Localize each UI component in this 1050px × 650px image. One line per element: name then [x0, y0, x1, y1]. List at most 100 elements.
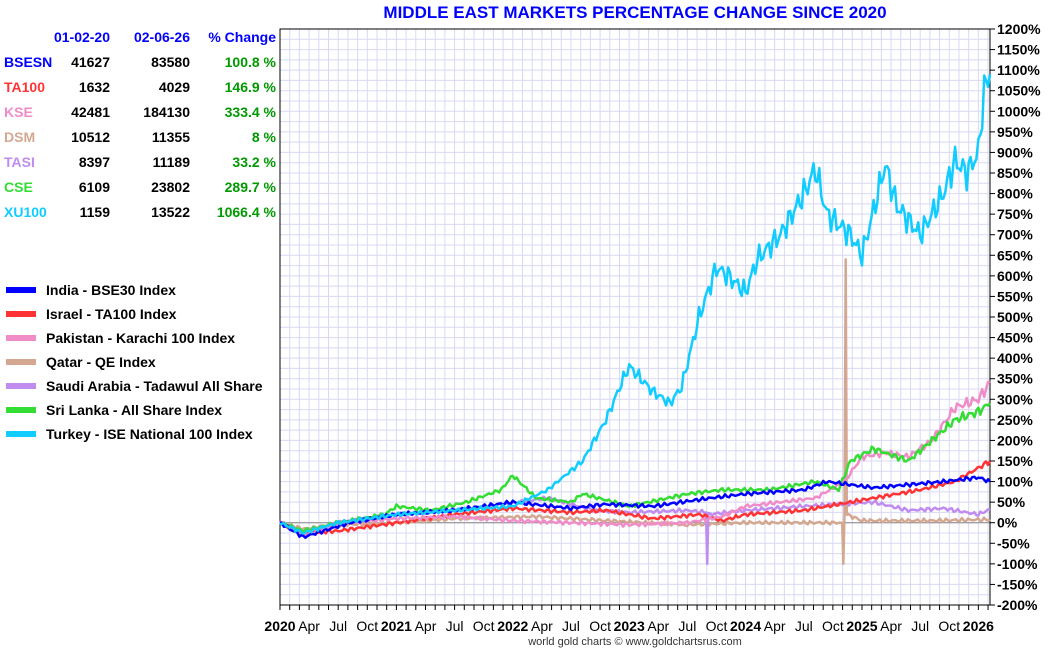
x-tick-label: Apr — [531, 618, 553, 634]
percent-change: 333.4 % — [224, 103, 276, 120]
table-header: 01-02-20 02-06-26 % Change — [4, 24, 276, 49]
x-tick-label: Apr — [764, 618, 786, 634]
y-tick-label: 350% — [997, 371, 1033, 387]
y-tick-label: 650% — [997, 247, 1033, 263]
chart-title: MIDDLE EAST MARKETS PERCENTAGE CHANGE SI… — [383, 3, 887, 22]
start-value: 41627 — [71, 53, 110, 70]
y-tick-label: -200% — [997, 597, 1038, 613]
legend-swatch — [6, 383, 36, 389]
legend-label: India - BSE30 Index — [46, 282, 176, 298]
y-tick-label: 850% — [997, 165, 1033, 181]
y-tick-label: 1100% — [997, 62, 1040, 78]
legend-label: Qatar - QE Index — [46, 354, 156, 370]
legend-swatch — [6, 311, 36, 317]
legend-label: Sri Lanka - All Share Index — [46, 402, 223, 418]
y-tick-label: 50% — [997, 494, 1026, 510]
legend-item: Qatar - QE Index — [6, 350, 263, 374]
y-tick-label: 1000% — [997, 103, 1041, 119]
symbol: BSESN — [4, 53, 53, 70]
y-tick-label: 150% — [997, 453, 1033, 469]
end-value: 184130 — [143, 103, 190, 120]
x-tick-label: 2025 — [846, 618, 877, 634]
symbol: TASI — [4, 153, 35, 170]
x-tick-label: Oct — [938, 618, 960, 634]
end-value: 83580 — [151, 53, 190, 70]
legend-item: Sri Lanka - All Share Index — [6, 398, 263, 422]
x-tick-label: Oct — [356, 618, 378, 634]
y-tick-label: 1200% — [997, 21, 1041, 37]
y-tick-label: 1150% — [997, 42, 1040, 58]
symbol: KSE — [4, 103, 33, 120]
end-value: 13522 — [151, 203, 190, 220]
y-tick-label: -150% — [997, 576, 1038, 592]
x-tick-label: 2026 — [963, 618, 994, 634]
y-tick-label: 450% — [997, 330, 1033, 346]
end-value: 23802 — [151, 178, 190, 195]
x-tick-label: Oct — [822, 618, 844, 634]
symbol: DSM — [4, 128, 36, 145]
x-tick-label: Jul — [562, 618, 580, 634]
y-tick-label: 500% — [997, 309, 1033, 325]
y-tick-label: 0% — [997, 515, 1018, 531]
y-tick-label: 600% — [997, 268, 1033, 284]
x-tick-label: Jul — [678, 618, 696, 634]
header-start-date: 01-02-20 — [53, 28, 110, 45]
x-tick-label: Jul — [446, 618, 464, 634]
legend-label: Saudi Arabia - Tadawul All Share — [46, 378, 263, 394]
percent-change: 8 % — [251, 128, 276, 145]
y-tick-label: 900% — [997, 144, 1033, 160]
x-tick-label: 2021 — [381, 618, 412, 634]
end-value: 11189 — [152, 153, 190, 170]
start-value: 8397 — [78, 153, 110, 170]
y-tick-label: 700% — [997, 227, 1033, 243]
x-tick-label: Oct — [589, 618, 611, 634]
table-row: BSESN 41627 83580 100.8 % — [4, 49, 276, 74]
y-tick-label: -100% — [997, 556, 1038, 572]
legend-swatch — [6, 359, 36, 365]
legend-item: Pakistan - Karachi 100 Index — [6, 326, 263, 350]
y-tick-label: 800% — [997, 186, 1033, 202]
percent-change: 33.2 % — [232, 153, 276, 170]
percent-change: 1066.4 % — [216, 203, 276, 220]
y-tick-label: 250% — [997, 412, 1033, 428]
legend-label: Pakistan - Karachi 100 Index — [46, 330, 236, 346]
percent-change: 289.7 % — [224, 178, 276, 195]
table-row: XU100 1159 13522 1066.4 % — [4, 199, 276, 224]
x-tick-label: Apr — [415, 618, 437, 634]
x-tick-label: 2023 — [614, 618, 645, 634]
legend-label: Israel - TA100 Index — [46, 306, 177, 322]
legend-swatch — [6, 335, 36, 341]
start-value: 10512 — [71, 128, 110, 145]
symbol: XU100 — [4, 203, 47, 220]
legend-item: India - BSE30 Index — [6, 278, 263, 302]
start-value: 1159 — [79, 203, 110, 220]
legend-item: Saudi Arabia - Tadawul All Share — [6, 374, 263, 398]
end-value: 11355 — [151, 128, 190, 145]
x-tick-label: Apr — [880, 618, 902, 634]
table-row: DSM 10512 11355 8 % — [4, 124, 276, 149]
legend-item: Israel - TA100 Index — [6, 302, 263, 326]
x-tick-label: Apr — [298, 618, 320, 634]
y-tick-label: 100% — [997, 474, 1033, 490]
x-tick-label: Jul — [795, 618, 813, 634]
credit: world gold charts © www.goldchartsrus.co… — [528, 636, 742, 648]
percent-change: 100.8 % — [224, 53, 276, 70]
y-tick-label: 950% — [997, 124, 1033, 140]
table-row: TA100 1632 4029 146.9 % — [4, 74, 276, 99]
table-row: KSE 42481 184130 333.4 % — [4, 99, 276, 124]
x-tick-label: 2020 — [264, 618, 295, 634]
y-tick-label: 550% — [997, 288, 1033, 304]
x-tick-label: Jul — [911, 618, 929, 634]
percent-change: 146.9 % — [224, 78, 276, 95]
legend-item: Turkey - ISE National 100 Index — [6, 422, 263, 446]
y-tick-label: -50% — [997, 535, 1030, 551]
legend-swatch — [6, 407, 36, 413]
x-tick-label: 2024 — [730, 618, 761, 634]
x-tick-label: 2022 — [497, 618, 528, 634]
x-tick-label: Jul — [329, 618, 347, 634]
symbol: CSE — [4, 178, 33, 195]
end-value: 4029 — [158, 78, 190, 95]
series-line — [279, 74, 992, 535]
